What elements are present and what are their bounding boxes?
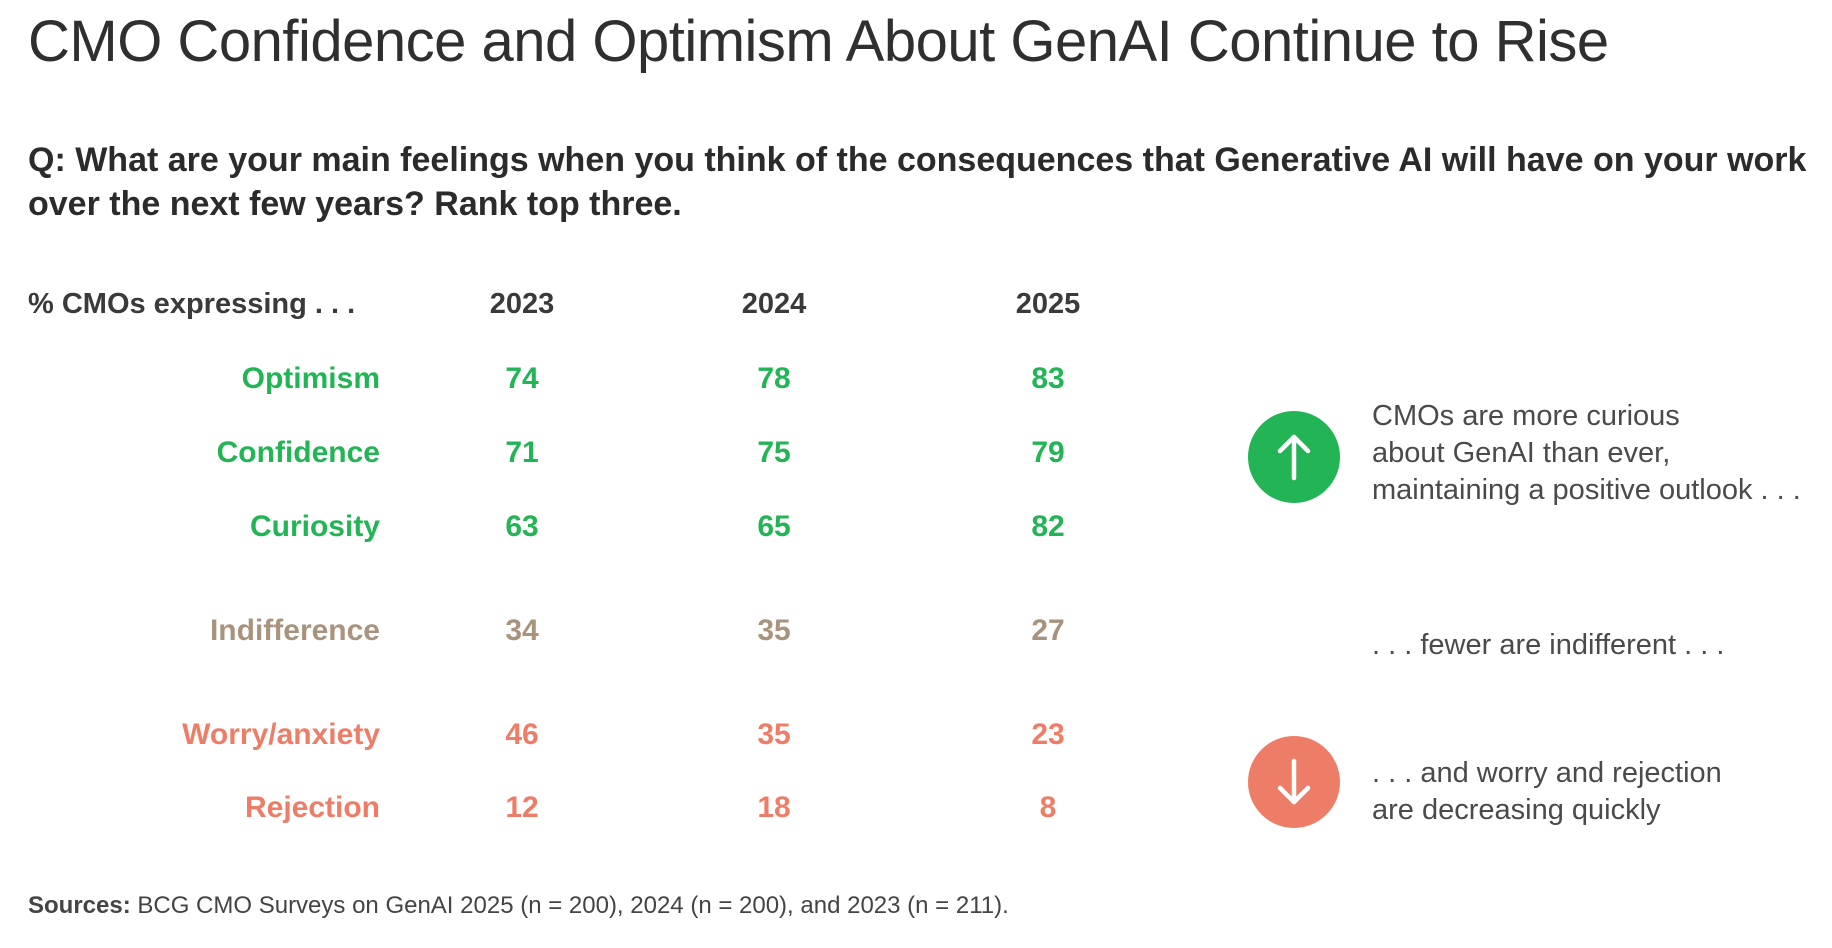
annotation-negative: . . . and worry and rejection are decrea… <box>1372 757 1722 826</box>
column-header-2023: 2023 <box>489 288 555 320</box>
arrow-up-badge <box>1248 411 1340 503</box>
table-cell-value: 23 <box>1031 718 1065 751</box>
row-label-optimism: Optimism <box>241 362 380 395</box>
table-cell-value: 34 <box>505 614 539 647</box>
column-header-2025: 2025 <box>1015 288 1081 320</box>
table-cell-value: 46 <box>505 718 539 751</box>
table-cell-value: 75 <box>757 436 791 469</box>
arrow-down-badge <box>1248 736 1340 828</box>
arrow-up-icon <box>1277 434 1311 481</box>
table-cell-value: 35 <box>757 614 791 647</box>
row-label-rejection: Rejection <box>244 791 380 824</box>
table-cell-value: 63 <box>505 510 539 543</box>
table-cell-value: 18 <box>757 791 791 824</box>
sources-text: BCG CMO Surveys on GenAI 2025 (n = 200),… <box>137 892 1009 919</box>
table-cell-value: 79 <box>1031 436 1065 469</box>
table-cell-value: 83 <box>1031 362 1065 395</box>
annotation-neutral: . . . fewer are indifferent . . . <box>1372 629 1725 661</box>
table-header-label: % CMOs expressing . . . <box>28 288 356 320</box>
row-label-worry-anxiety: Worry/anxiety <box>182 718 380 751</box>
arrow-down-icon <box>1277 758 1311 805</box>
sources-footnote: Sources: BCG CMO Surveys on GenAI 2025 (… <box>28 892 1009 920</box>
survey-question: Q: What are your main feelings when you … <box>28 141 1807 223</box>
row-label-confidence: Confidence <box>216 436 380 469</box>
table-cell-value: 74 <box>505 362 539 395</box>
table-cell-value: 65 <box>757 510 791 543</box>
table-cell-value: 8 <box>1039 791 1057 824</box>
annotation-positive: CMOs are more curious about GenAI than e… <box>1372 400 1801 506</box>
table-cell-value: 12 <box>505 791 539 824</box>
page-title: CMO Confidence and Optimism About GenAI … <box>28 9 1609 74</box>
sources-label: Sources: <box>28 892 131 919</box>
table-cell-value: 78 <box>757 362 791 395</box>
row-label-curiosity: Curiosity <box>249 510 380 543</box>
table-cell-value: 82 <box>1031 510 1065 543</box>
column-header-2024: 2024 <box>741 288 807 320</box>
table-cell-value: 35 <box>757 718 791 751</box>
table-cell-value: 71 <box>505 436 539 469</box>
row-label-indifference: Indifference <box>209 614 380 647</box>
table-cell-value: 27 <box>1031 614 1065 647</box>
